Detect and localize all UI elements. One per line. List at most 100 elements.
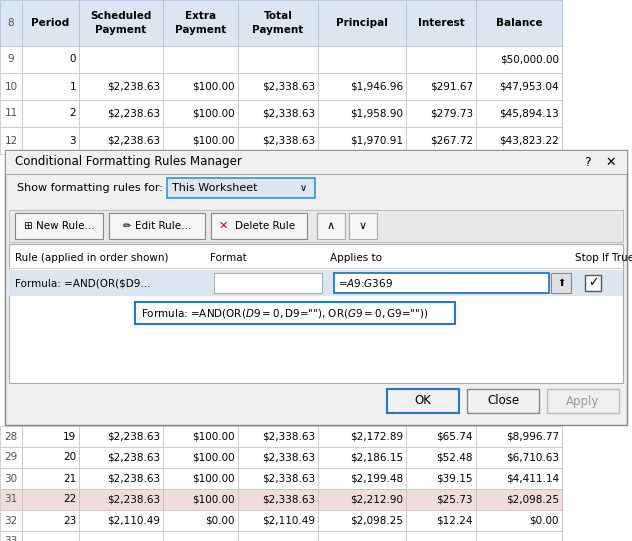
Text: $43,823.22: $43,823.22 [499,135,559,146]
Text: 19: 19 [63,432,76,441]
Bar [476,489,562,510]
Bar [167,178,315,198]
Bar [238,447,318,468]
Text: Rule (applied in order shown): Rule (applied in order shown) [15,253,169,263]
Bar [22,510,79,531]
Bar [22,73,79,100]
Bar [163,46,238,73]
Text: $2,338.63: $2,338.63 [262,452,315,463]
Bar [211,213,307,239]
Text: ✕: ✕ [218,221,228,231]
Text: $47,953.04: $47,953.04 [499,82,559,91]
Bar [109,213,205,239]
Text: Payment: Payment [175,25,226,35]
Bar [163,73,238,100]
Bar [79,510,163,531]
Bar [318,46,406,73]
Bar [585,275,601,291]
Text: Interest: Interest [418,18,465,28]
Bar [406,100,476,127]
Text: Close: Close [487,394,519,407]
Text: 3: 3 [70,135,76,146]
Bar [476,46,562,73]
Text: ✓: ✓ [588,276,599,289]
Text: Payment: Payment [95,25,147,35]
Text: Formula: =AND(OR($D9=0, $D9=""), OR($G9=0, $G9="")): Formula: =AND(OR($D9=0, $D9=""), OR($G9=… [141,307,428,320]
Text: Period: Period [32,18,70,28]
Bar [5,150,627,425]
Bar [0,510,22,531]
Text: $0.00: $0.00 [205,516,235,525]
Text: ∧: ∧ [327,221,335,231]
Bar [334,273,549,293]
Bar [318,100,406,127]
Bar [79,531,163,541]
Bar [476,531,562,541]
Text: 2: 2 [70,109,76,118]
Bar [476,73,562,100]
Bar [238,127,318,154]
Text: $2,338.63: $2,338.63 [262,82,315,91]
Text: $8,996.77: $8,996.77 [506,432,559,441]
Bar [406,510,476,531]
Bar [238,46,318,73]
Bar [0,127,22,154]
Bar [163,468,238,489]
Bar [317,213,345,239]
Bar [238,100,318,127]
Text: 1: 1 [70,82,76,91]
Text: ✕: ✕ [605,155,616,168]
Bar [406,447,476,468]
Bar [79,73,163,100]
Text: $100.00: $100.00 [192,473,235,484]
Text: Delete Rule: Delete Rule [235,221,295,231]
Bar [163,0,238,46]
Bar [476,127,562,154]
Bar [163,489,238,510]
Text: $279.73: $279.73 [430,109,473,118]
Text: $39.15: $39.15 [437,473,473,484]
Text: 20: 20 [63,452,76,463]
Bar [406,426,476,447]
Text: $2,186.15: $2,186.15 [350,452,403,463]
Bar [238,468,318,489]
Bar [22,447,79,468]
Bar [22,0,79,46]
Bar [406,73,476,100]
Text: Format: Format [210,253,246,263]
Text: $45,894.13: $45,894.13 [499,109,559,118]
Bar [476,468,562,489]
Bar [22,531,79,541]
Text: $50,000.00: $50,000.00 [500,55,559,64]
Text: $2,199.48: $2,199.48 [350,473,403,484]
Text: Formula: =AND(OR($D9...: Formula: =AND(OR($D9... [15,278,150,288]
Bar [0,447,22,468]
Text: Conditional Formatting Rules Manager: Conditional Formatting Rules Manager [15,155,242,168]
Text: 9: 9 [8,55,15,64]
Bar [163,127,238,154]
Bar [5,150,627,174]
Text: Payment: Payment [252,25,303,35]
Text: 8: 8 [8,18,15,28]
Bar [318,426,406,447]
Bar [0,489,22,510]
Bar [79,489,163,510]
Text: $2,110.49: $2,110.49 [107,516,160,525]
Bar [163,531,238,541]
Text: $52.48: $52.48 [437,452,473,463]
Text: $2,338.63: $2,338.63 [262,109,315,118]
Text: This Worksheet: This Worksheet [172,183,257,193]
Bar [476,426,562,447]
Text: $12.24: $12.24 [437,516,473,525]
Bar [476,510,562,531]
Text: Apply: Apply [566,394,600,407]
Bar [163,100,238,127]
Text: $100.00: $100.00 [192,109,235,118]
Text: $2,338.63: $2,338.63 [262,135,315,146]
Text: Stop If True: Stop If True [575,253,632,263]
Bar [163,426,238,447]
Text: $2,238.63: $2,238.63 [107,473,160,484]
Text: $2,338.63: $2,338.63 [262,494,315,505]
Text: ∨: ∨ [300,183,307,193]
Bar [22,100,79,127]
